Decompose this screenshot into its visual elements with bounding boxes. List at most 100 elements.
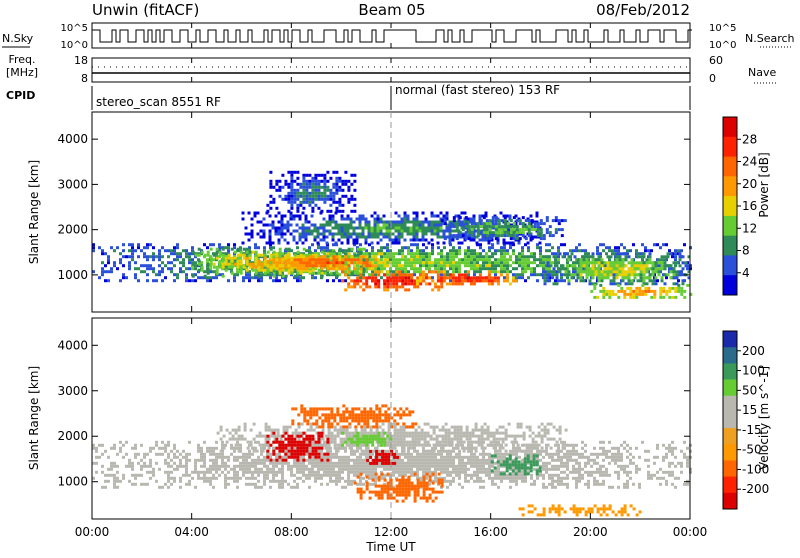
cpid-segment-1: stereo_scan 8551 RF [96,95,221,109]
velocity-cell [359,453,362,456]
velocity-cell [542,477,545,480]
power-cell [314,236,317,239]
power-cell [561,219,564,222]
power-cell [296,264,299,267]
velocity-cell [554,444,557,447]
velocity-cell [434,465,437,468]
power-cell [686,267,689,270]
power-cell [374,221,377,224]
power-cell [611,290,614,293]
velocity-cell [566,474,569,477]
power-cell [537,231,540,234]
power-cell [440,255,443,258]
power-cell [455,255,458,258]
power-cell [419,261,422,264]
power-cell [255,269,258,272]
velocity-cell [113,444,116,447]
velocity-cell [344,465,347,468]
velocity-cell [329,468,332,471]
power-cell [185,273,188,276]
power-cell [527,276,530,279]
velocity-cell [329,450,332,453]
power-cell [143,255,146,258]
velocity-cell [134,444,137,447]
power-cell [440,252,443,255]
velocity-cell [281,456,284,459]
power-cell [290,258,293,261]
velocity-cell [215,453,218,456]
velocity-cell [452,468,455,471]
velocity-cell [506,477,509,480]
velocity-cell [521,477,524,480]
power-cell [401,270,404,273]
power-cell [290,171,293,174]
power-cell [641,243,644,246]
power-cell [444,222,447,225]
power-cell [359,258,362,261]
power-cell [350,195,353,198]
velocity-cell [497,477,500,480]
power-cell [395,276,398,279]
power-cell [668,287,671,290]
power-cell [192,251,195,254]
velocity-cell [233,477,236,480]
power-cell [497,242,500,245]
power-cell [459,216,462,219]
power-cell [683,290,686,293]
velocity-cell [386,450,389,453]
power-cell [296,195,299,198]
power-cell [452,249,455,252]
power-cell [419,224,422,227]
power-cell [658,273,661,276]
velocity-cell [296,486,299,489]
power-cell [350,285,353,288]
power-cell [365,242,368,245]
freq-right-tick-top: 60 [709,54,723,67]
power-cell [443,273,446,276]
power-cell [425,218,428,221]
velocity-cell [107,468,110,471]
power-cell [455,249,458,252]
velocity-cell [254,441,257,444]
power-cell [616,252,619,255]
velocity-cell [296,483,299,486]
velocity-cell [587,483,590,486]
velocity-cell [224,483,227,486]
velocity-cell [584,465,587,468]
power-cell [637,264,640,267]
velocity-cell [170,477,173,480]
power-cell [673,270,676,273]
power-cell [662,243,665,246]
power-cell [368,230,371,233]
power-cell [401,258,404,261]
velocity-cell [110,465,113,468]
velocity-cell [476,477,479,480]
velocity-cell [605,471,608,474]
velocity-cell [119,441,122,444]
power-cell [452,279,455,282]
power-cell [471,222,474,225]
velocity-cell [623,441,626,444]
power-cell [643,252,646,255]
power-ytick-label: 4000 [57,132,88,146]
power-cell [371,279,374,282]
power-cell [547,279,550,282]
power-cell [285,275,288,278]
power-cell [577,270,580,273]
power-cell [599,290,602,293]
power-cell [131,243,134,246]
power-cell [342,251,345,254]
power-cell [158,270,161,273]
velocity-cell [203,471,206,474]
power-cell [255,263,258,266]
velocity-cell [134,453,137,456]
power-cell [416,249,419,252]
velocity-cell [449,480,452,483]
power-cell [500,246,503,249]
power-cell [377,267,380,270]
power-cell [524,258,527,261]
power-cell [659,290,662,293]
velocity-cell [215,462,218,465]
velocity-cell [554,468,557,471]
power-cell [269,207,272,210]
